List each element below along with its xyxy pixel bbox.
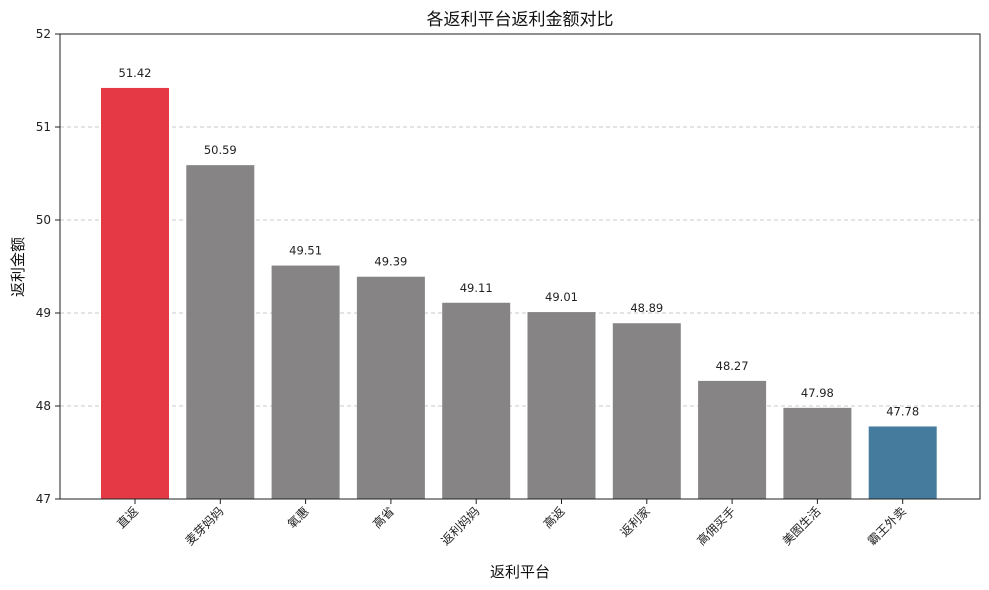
x-tick-label: 美图生活: [780, 504, 824, 548]
bar-7: [612, 323, 681, 499]
x-tick-label: 麦芽妈妈: [183, 504, 227, 548]
data-label: 51.42: [119, 66, 152, 80]
bar-3: [271, 265, 340, 499]
y-tick-label: 47: [36, 492, 51, 506]
y-tick-label: 50: [36, 213, 51, 227]
x-tick-label: 高省: [369, 504, 397, 532]
bar-1: [101, 87, 169, 499]
x-tick-label: 返利家: [617, 504, 653, 540]
data-label: 49.11: [460, 281, 493, 295]
grid-layer: [60, 126, 980, 407]
x-axis: 直返 麦芽妈妈 氧惠 高省 返利妈妈 高返 返利家 高佣买手 美图生活 霸王外卖: [114, 499, 909, 548]
data-label: 47.78: [886, 404, 919, 418]
data-label: 49.01: [545, 290, 578, 304]
x-tick-label: 霸王外卖: [865, 504, 909, 548]
data-label: 50.59: [204, 143, 237, 157]
bar-5: [442, 302, 511, 499]
bar-6: [527, 312, 596, 499]
y-tick-label: 52: [36, 27, 51, 41]
chart-title: 各返利平台返利金额对比: [427, 10, 614, 30]
bar-10: [868, 426, 937, 499]
data-labels-layer: 51.42 50.59 49.51 49.39 49.11 49.01 48.89 48.27…: [119, 66, 920, 419]
x-tick-label: 高返: [540, 504, 568, 532]
plot-frame: [59, 33, 981, 500]
x-tick-label: 氧惠: [285, 504, 312, 531]
data-label: 48.89: [630, 301, 663, 315]
x-tick-label: 直返: [114, 504, 141, 531]
y-tick-label: 48: [36, 399, 51, 413]
bars-layer: [101, 87, 937, 499]
x-axis-label: 返利平台: [490, 563, 550, 581]
bar-9: [783, 407, 852, 499]
data-label: 47.98: [801, 386, 834, 400]
x-tick-label: 高佣买手: [694, 504, 739, 549]
bar-4: [356, 276, 425, 499]
data-label: 49.51: [289, 244, 322, 258]
bar-8: [698, 380, 767, 499]
x-tick-label: 返利妈妈: [438, 504, 482, 548]
data-label: 48.27: [716, 359, 749, 373]
y-axis: 47 48 49 50 51 52: [36, 27, 60, 506]
bar-2: [186, 165, 255, 499]
y-tick-label: 49: [36, 306, 51, 320]
y-axis-label: 返利金额: [9, 237, 27, 297]
data-label: 49.39: [374, 255, 407, 269]
y-tick-label: 51: [36, 120, 51, 134]
